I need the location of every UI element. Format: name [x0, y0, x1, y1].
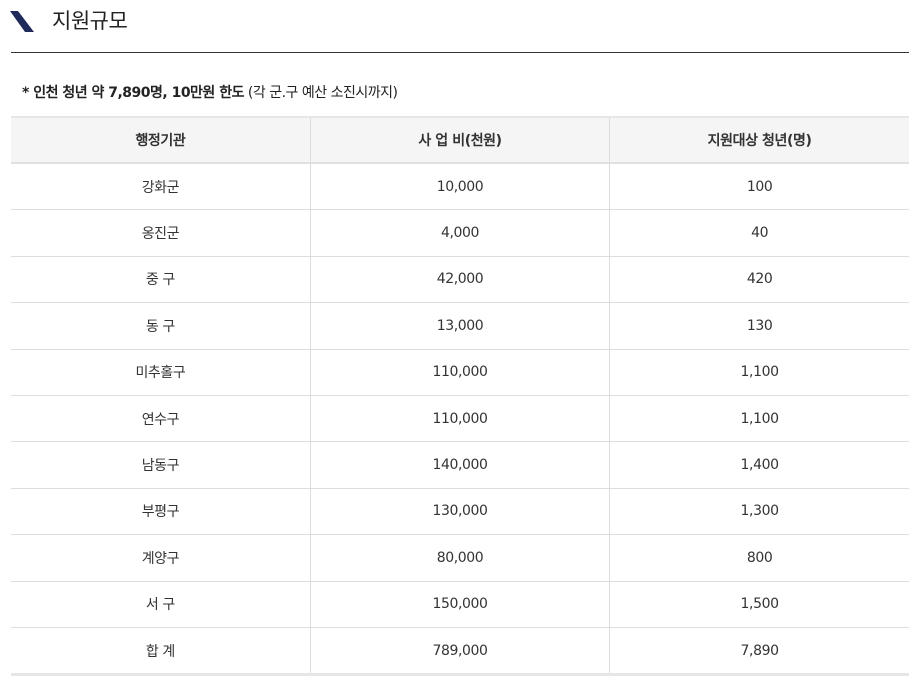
budget-cell: 110,000 [309, 394, 611, 443]
youth-count-cell: 40 [609, 209, 909, 257]
agency-cell: 계양구 [11, 534, 311, 582]
header-agency: 행정기관 [11, 116, 311, 164]
budget-cell: 140,000 [309, 441, 611, 489]
agency-cell: 미추홀구 [11, 348, 311, 396]
budget-cell: 130,000 [309, 487, 611, 536]
youth-count-cell: 130 [609, 302, 909, 350]
support-table: 행정기관 사 업 비(천원) 지원대상 청년(명) 강화군 10,000 100 옹진… [11, 116, 909, 676]
budget-cell: 13,000 [309, 302, 611, 350]
section-header: 지원규모 [10, 0, 128, 40]
agency-cell: 연수구 [11, 394, 311, 443]
table-header-row: 행정기관 사 업 비(천원) 지원대상 청년(명) [11, 116, 909, 164]
table-row: 강화군 10,000 100 [11, 162, 909, 211]
agency-cell: 서 구 [11, 580, 311, 628]
note-normal: (각 군.구 예산 소진시까지) [243, 85, 398, 101]
section-title: 지원규모 [52, 9, 128, 33]
agency-cell: 합 계 [11, 626, 311, 676]
header-budget: 사 업 비(천원) [309, 116, 611, 164]
total-row: 합 계 789,000 7,890 [11, 626, 909, 676]
youth-count-cell: 100 [609, 162, 909, 211]
table-row: 부평구 130,000 1,300 [11, 487, 909, 536]
budget-cell: 789,000 [309, 626, 611, 676]
table-row: 연수구 110,000 1,100 [11, 394, 909, 443]
youth-count-cell: 7,890 [609, 626, 909, 676]
agency-cell: 남동구 [11, 441, 311, 489]
table-row: 남동구 140,000 1,400 [11, 441, 909, 489]
agency-cell: 부평구 [11, 487, 311, 536]
table-row: 옹진군 4,000 40 [11, 209, 909, 257]
table-row: 계양구 80,000 800 [11, 534, 909, 582]
budget-cell: 110,000 [309, 348, 611, 396]
budget-cell: 10,000 [309, 162, 611, 211]
header-youth-count: 지원대상 청년(명) [609, 116, 909, 164]
budget-cell: 80,000 [309, 534, 611, 582]
youth-count-cell: 1,300 [609, 487, 909, 536]
agency-cell: 동 구 [11, 302, 311, 350]
agency-cell: 강화군 [11, 162, 311, 211]
youth-count-cell: 1,500 [609, 580, 909, 628]
agency-cell: 옹진군 [11, 209, 311, 257]
budget-cell: 150,000 [309, 580, 611, 628]
youth-count-cell: 800 [609, 534, 909, 582]
agency-cell: 중 구 [11, 255, 311, 304]
slash-bullet-icon [10, 11, 34, 32]
table-row: 중 구 42,000 420 [11, 255, 909, 304]
youth-count-cell: 1,400 [609, 441, 909, 489]
budget-cell: 42,000 [309, 255, 611, 304]
youth-count-cell: 1,100 [609, 348, 909, 396]
support-note: * 인천 청년 약 7,890명, 10만원 한도 (각 군.구 예산 소진시까… [22, 82, 398, 102]
table-row: 미추홀구 110,000 1,100 [11, 348, 909, 396]
divider [11, 52, 909, 53]
table-row: 동 구 13,000 130 [11, 302, 909, 350]
note-bold: * 인천 청년 약 7,890명, 10만원 한도 [22, 85, 244, 101]
budget-cell: 4,000 [309, 209, 611, 257]
youth-count-cell: 1,100 [609, 394, 909, 443]
table-row: 서 구 150,000 1,500 [11, 580, 909, 628]
youth-count-cell: 420 [609, 255, 909, 304]
